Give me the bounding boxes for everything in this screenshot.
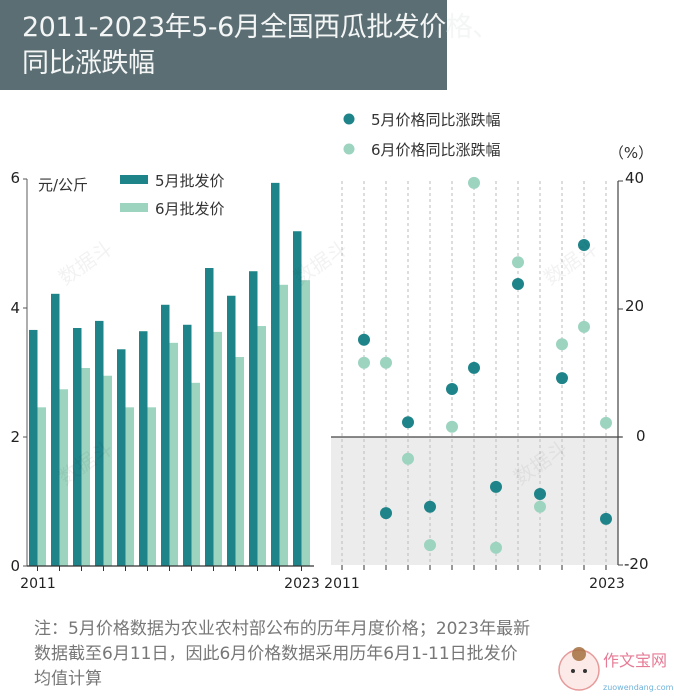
legend-swatch-june-price [120,203,148,212]
right-xtick-2023: 2023 [589,576,625,592]
dot-may-yoy-2022 [578,239,590,251]
dot-june-yoy-2016 [446,420,458,433]
year-gridlines [341,181,607,565]
right-ytick-neg20: -20 [624,555,649,573]
chart-canvas: 元/公斤 5月批发价 6月批发价 6 4 2 0 2011 2023 5月价格同… [10,111,653,592]
legend-dot-june-yoy [343,143,355,155]
bar-june-2021 [257,326,266,566]
bar-may-2020 [227,295,236,566]
chart-title-line-2: 同比涨跌幅 [22,48,155,79]
dot-june-yoy-2023 [600,416,612,429]
site-logo-text: 作文宝网 [603,651,667,670]
chart-title-line-1: 2011-2023年5-6月全国西瓜批发价格、 [22,12,499,43]
bar-june-2014 [103,375,112,566]
right-ytick-40: 40 [625,169,644,187]
dot-may-yoy-2014 [402,416,414,429]
site-watermark-logo: 作文宝网 zuowendang.com [558,647,673,692]
dot-may-yoy-2023 [600,512,612,525]
bar-june-2019 [213,331,222,566]
legend-label-june-yoy: 6月价格同比涨跌幅 [371,141,501,159]
bar-june-2023 [301,280,310,566]
legend-dot-may-yoy [343,113,355,125]
bar-may-2017 [161,304,170,566]
bar-may-2013 [73,327,82,566]
watermark-chart-1: 数据斗 [54,236,117,290]
dot-may-yoy-2016 [446,383,458,395]
bar-may-2023 [293,231,302,566]
bar-june-2012 [59,389,68,566]
bar-may-2011 [29,329,38,566]
right-ytick-20: 20 [625,297,644,315]
bar-may-2014 [95,320,104,566]
mascot-eye-icon [571,669,575,673]
left-ytick-0: 0 [10,557,20,575]
dot-may-yoy-2019 [512,278,524,291]
dot-june-yoy-2014 [402,452,414,465]
legend-label-may-price: 5月批发价 [155,172,225,190]
dot-june-yoy-2020 [534,500,546,513]
bar-may-2022 [271,182,280,566]
bar-may-2016 [139,331,148,566]
dot-june-yoy-2013 [380,356,392,369]
dot-june-yoy-2015 [424,539,436,552]
bar-june-2016 [147,407,156,566]
left-xtick-2011: 2011 [20,576,56,592]
bar-june-2020 [235,357,244,566]
bar-may-2021 [249,271,258,566]
bar-june-2011 [37,407,46,566]
dot-may-yoy-2021 [556,372,568,385]
dot-june-yoy-2017 [468,176,480,189]
mascot-hair-icon [572,647,586,661]
left-ytick-2: 2 [10,428,20,446]
left-ytick-4: 4 [10,299,20,317]
scatter-series [358,176,612,554]
dot-may-yoy-2013 [380,507,392,520]
bar-may-2012 [51,293,60,566]
footnote: 注：5月价格数据为农业农村部公布的历年月度价格；2023年最新 数据截至6月11… [34,617,634,692]
mascot-eye-icon [583,669,587,673]
axes [23,178,623,571]
dot-june-yoy-2018 [490,541,502,554]
bar-may-2019 [205,268,214,566]
dot-may-yoy-2015 [424,500,436,513]
right-xtick-2011: 2011 [324,576,360,592]
bar-series [29,182,310,566]
footnote-line-1: 注：5月价格数据为农业农村部公布的历年月度价格；2023年最新 [34,619,531,639]
footnote-line-2: 数据截至6月11日，因此6月价格数据采用历年6月1-11日批发价 [34,644,518,664]
dot-may-yoy-2017 [468,361,480,374]
title-banner: 2011-2023年5-6月全国西瓜批发价格、 同比涨跌幅 [0,0,499,90]
right-ytick-0: 0 [636,427,646,445]
footnote-line-3: 均值计算 [34,669,102,689]
site-logo-url: zuowendang.com [603,683,673,692]
dot-may-yoy-2018 [490,480,502,493]
left-xtick-2023: 2023 [284,576,320,592]
bar-june-2017 [169,342,178,566]
legend-swatch-may-price [120,175,148,184]
dot-may-yoy-2020 [534,487,546,500]
bar-may-2018 [183,324,192,566]
legend-label-june-price: 6月批发价 [155,200,225,218]
bar-june-2018 [191,382,200,566]
left-y-unit-label: 元/公斤 [38,176,88,194]
bar-may-2015 [117,349,126,566]
watermark-chart-3: 数据斗 [539,236,602,290]
bar-june-2015 [125,407,134,566]
bar-june-2022 [279,284,288,566]
legend-label-may-yoy: 5月价格同比涨跌幅 [371,111,501,129]
right-y-unit-label: （%） [609,144,653,162]
dot-may-yoy-2012 [358,333,370,346]
dot-june-yoy-2022 [578,320,590,333]
bar-june-2013 [81,367,90,566]
dot-june-yoy-2021 [556,338,568,351]
left-ytick-6: 6 [10,169,20,187]
dot-june-yoy-2019 [512,256,524,269]
dot-june-yoy-2012 [358,356,370,369]
